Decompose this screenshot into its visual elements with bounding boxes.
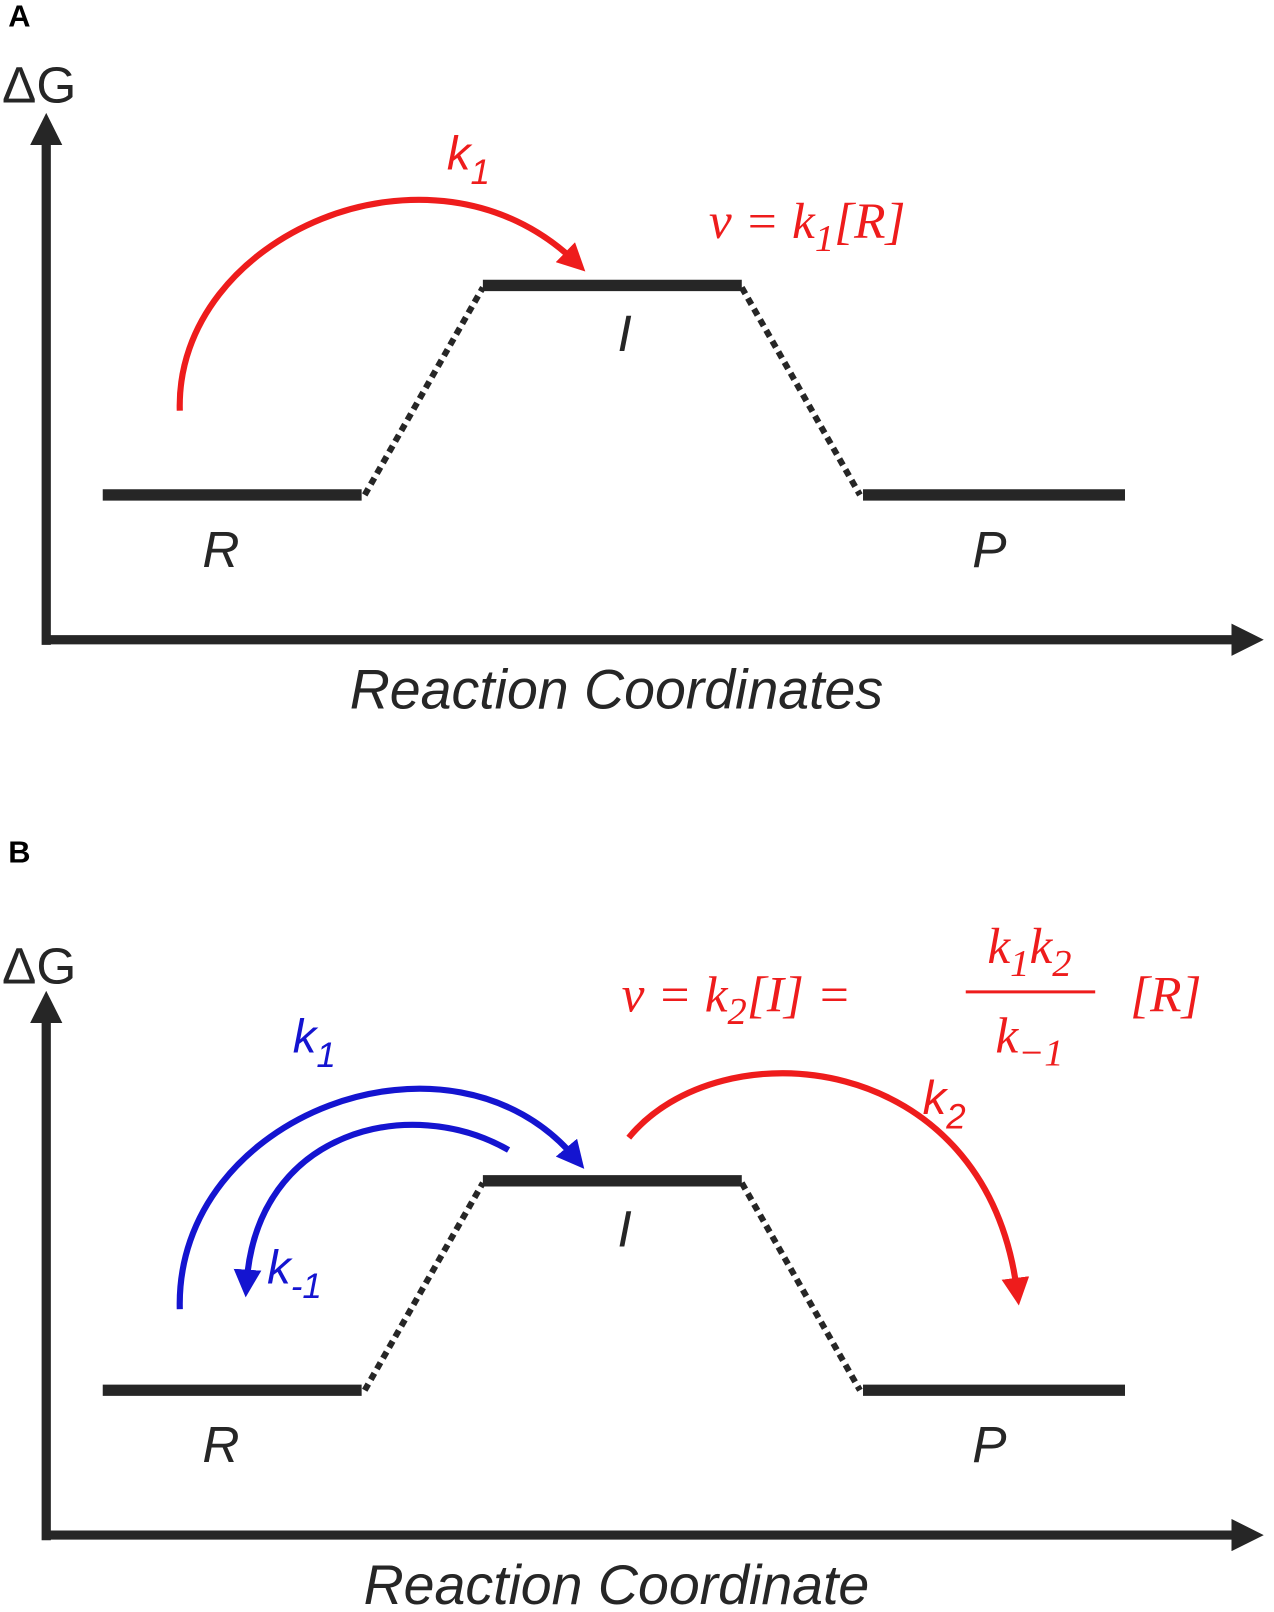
equation-part: k — [995, 1007, 1019, 1064]
transition-line — [739, 1181, 863, 1392]
transition-line — [362, 1181, 486, 1392]
rate-arrow — [176, 1085, 585, 1310]
state-label: I — [618, 1201, 632, 1258]
transition-line — [362, 285, 486, 497]
rate-symbol: k — [293, 1010, 319, 1063]
rate-constant: k1 — [293, 1010, 336, 1074]
rate-arrow — [176, 196, 586, 411]
rate-subscript: 2 — [945, 1097, 965, 1136]
equation: v = k1[R] — [709, 193, 906, 260]
panel-label: B — [8, 835, 30, 870]
state-label: P — [972, 1416, 1006, 1473]
equation-part: [I] = — [747, 966, 852, 1023]
equation-part: 1 — [815, 218, 834, 260]
rate-arrow — [626, 1070, 1030, 1306]
transition-line — [739, 285, 863, 497]
state-label: R — [202, 521, 239, 578]
state-label: P — [972, 521, 1006, 578]
rate-subscript: 1 — [316, 1036, 335, 1075]
rate-symbol: k — [267, 1242, 293, 1295]
equation-part: −1 — [1018, 1032, 1063, 1074]
equation-part: 2 — [728, 991, 747, 1033]
rate-symbol: k — [923, 1072, 949, 1125]
y-axis-label: ΔG — [2, 938, 76, 995]
rate-constant: k-1 — [267, 1242, 322, 1306]
equation-denominator: k−1 — [995, 1007, 1063, 1074]
equation-part: v = k — [622, 966, 729, 1023]
state-label: R — [202, 1416, 239, 1473]
equation-part: 1 — [1010, 943, 1029, 985]
equation: [R] — [1130, 966, 1201, 1023]
equation-numerator: k1k2 — [987, 918, 1071, 985]
x-axis-label: Reaction Coordinate — [364, 1554, 870, 1607]
rate-constant: k1 — [447, 127, 490, 191]
rate-subscript: -1 — [291, 1267, 322, 1306]
equation-part: [R] — [834, 193, 905, 250]
state-label: I — [618, 305, 632, 362]
x-axis-label: Reaction Coordinates — [350, 659, 883, 721]
rate-symbol: k — [447, 127, 473, 180]
equation-part: [R] — [1130, 966, 1201, 1023]
equation-part: k — [987, 918, 1011, 975]
equation-part: v = k — [709, 193, 816, 250]
y-axis-label: ΔG — [2, 57, 76, 114]
panel-label: A — [8, 0, 30, 34]
rate-constant: k2 — [923, 1072, 966, 1136]
equation-part: k — [1029, 918, 1053, 975]
equation-part: 2 — [1052, 943, 1071, 985]
rate-arrow — [233, 1121, 511, 1298]
rate-subscript: 1 — [471, 153, 490, 192]
equation: v = k2[I] = — [622, 966, 852, 1033]
